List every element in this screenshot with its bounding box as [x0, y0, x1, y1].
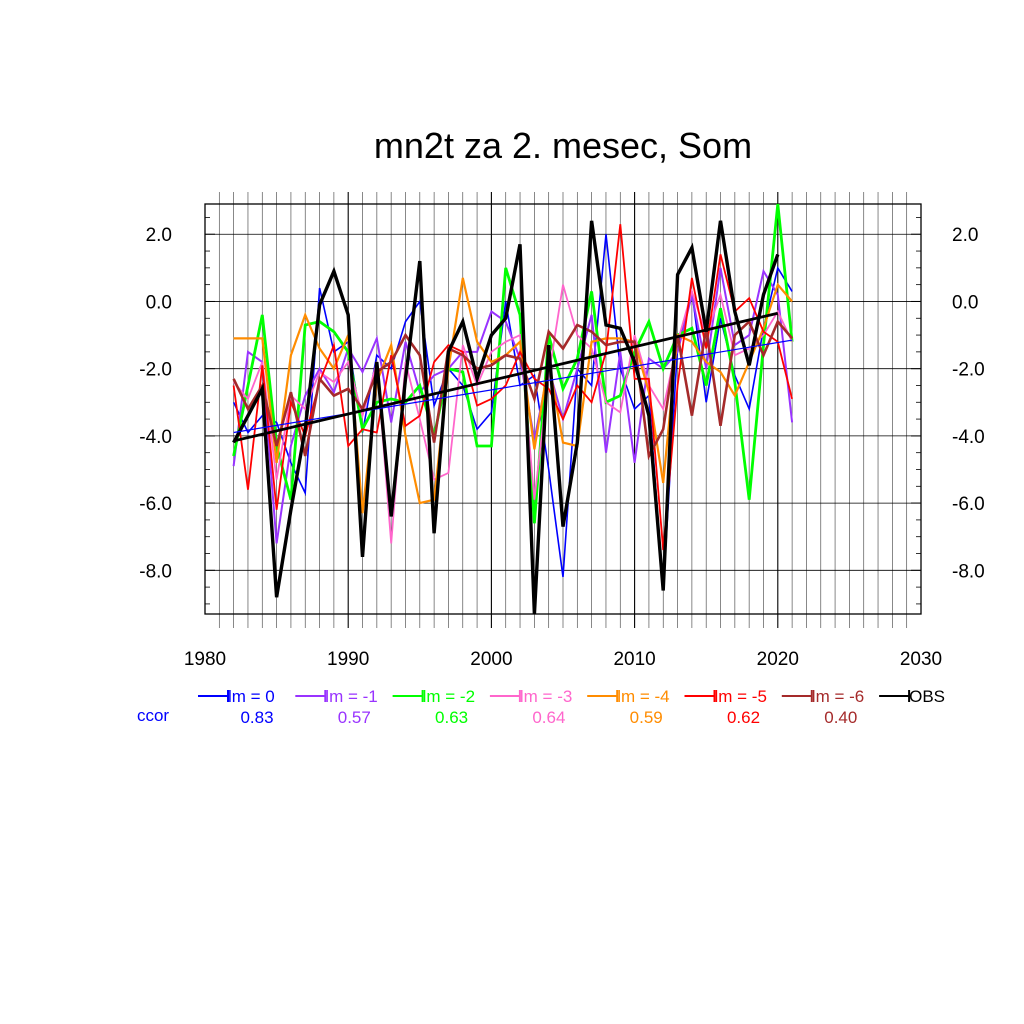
series-line-6 — [232, 319, 794, 461]
trendline-layer — [233, 311, 793, 443]
ccor-value-3: 0.64 — [532, 708, 565, 727]
ccor-value-2: 0.63 — [435, 708, 468, 727]
legend-label-5: lm = -5 — [715, 687, 767, 706]
y-tick-label: -6.0 — [139, 494, 172, 515]
y-tick-label: -4.0 — [139, 427, 172, 448]
y-tick-label-right: 0.0 — [952, 292, 978, 313]
y-tick-label-right: -6.0 — [952, 494, 985, 515]
x-tick-label: 1990 — [327, 649, 369, 670]
ccor-value-1: 0.57 — [338, 708, 371, 727]
grid-layer — [205, 192, 921, 628]
series-line-0 — [232, 234, 793, 591]
x-tick-label: 2010 — [613, 649, 655, 670]
ccor-label: ccor — [137, 706, 169, 725]
x-tick-label: 2020 — [757, 649, 799, 670]
legend: lm = 0 0.83 lm = -1 0.57 lm = -2 0.63 lm = -3 0… — [198, 687, 945, 727]
y-tick-label: 0.0 — [146, 292, 172, 313]
legend-label-4: lm = -4 — [617, 687, 669, 706]
ccor-value-4: 0.59 — [630, 708, 663, 727]
series-line-7 — [232, 220, 780, 615]
plot-frame — [204, 203, 922, 615]
y-tick-label: -2.0 — [139, 360, 172, 381]
ccor-value-5: 0.62 — [727, 708, 760, 727]
x-tick-labels: 1980 1990 2000 2010 2020 2030 — [184, 649, 942, 670]
axis-ticks — [205, 217, 921, 605]
legend-label-6: lm = -6 — [812, 687, 864, 706]
chart-title: mn2t za 2. mesec, Som — [374, 125, 752, 166]
series-line-2 — [232, 203, 794, 524]
y-tick-labels-right: 2.0 0.0 -2.0 -4.0 -6.0 -8.0 — [952, 225, 985, 582]
trend-line-0 — [233, 339, 793, 434]
x-tick-label: 2000 — [470, 649, 512, 670]
y-tick-label-right: 2.0 — [952, 225, 978, 246]
y-tick-labels-left: 2.0 0.0 -2.0 -4.0 -6.0 -8.0 — [139, 225, 172, 582]
plot-border — [204, 203, 922, 615]
legend-label-0: lm = 0 — [228, 687, 275, 706]
x-tick-label: 2030 — [900, 649, 942, 670]
x-tick-label: 1980 — [184, 649, 226, 670]
y-tick-label-right: -2.0 — [952, 360, 985, 381]
trend-line-1 — [233, 311, 779, 443]
y-tick-label-right: -4.0 — [952, 427, 985, 448]
y-tick-label-right: -8.0 — [952, 561, 985, 582]
y-tick-label: 2.0 — [146, 225, 172, 246]
legend-label-2: lm = -2 — [423, 687, 475, 706]
ccor-value-0: 0.83 — [240, 708, 273, 727]
legend-label-3: lm = -3 — [520, 687, 572, 706]
series-line-4 — [233, 277, 793, 514]
legend-label-7: OBS — [909, 687, 945, 706]
series-layer — [232, 203, 794, 615]
legend-label-1: lm = -1 — [325, 687, 377, 706]
ccor-value-6: 0.40 — [824, 708, 857, 727]
y-tick-label: -8.0 — [139, 561, 172, 582]
series-line-5 — [232, 224, 793, 551]
